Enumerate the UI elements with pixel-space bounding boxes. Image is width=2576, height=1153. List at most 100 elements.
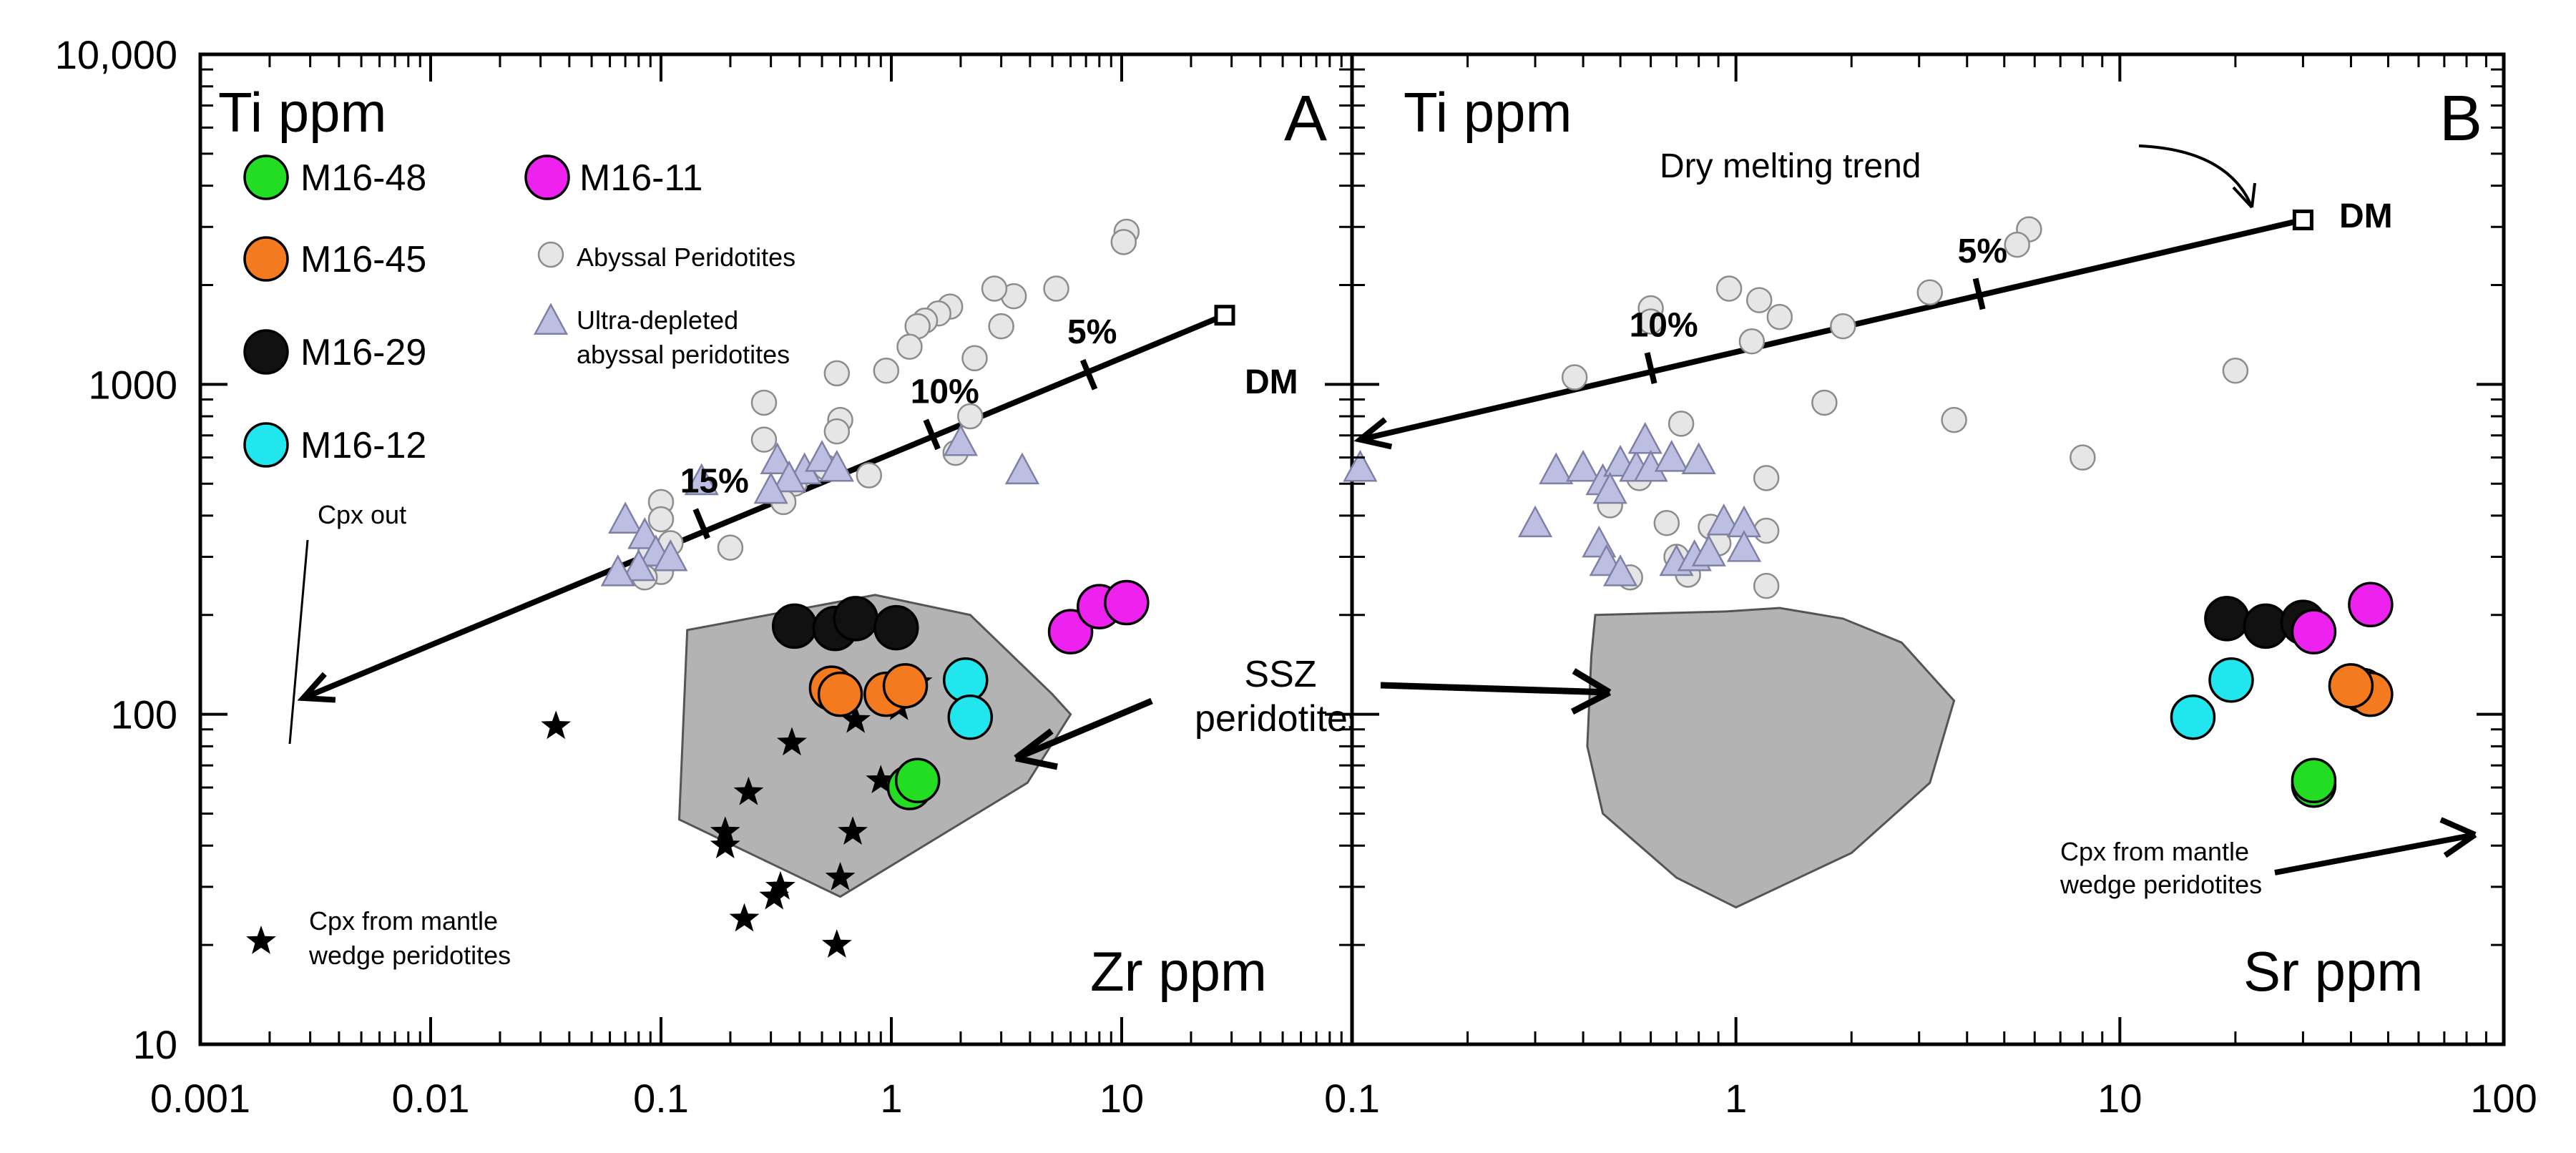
dry-trend-pointer-head: [2232, 182, 2256, 209]
panel-b-point-abyssal: [1830, 313, 1856, 340]
legend-label-M16-11: M16-11: [579, 157, 702, 199]
panel-b-point-abyssal: [1745, 287, 1773, 313]
panel-b-point-abyssal: [2004, 231, 2030, 258]
panel-b-point-abyssal: [1766, 303, 1793, 330]
annotation-arrows: [288, 144, 2477, 875]
panel-b-point-abyssal: [1811, 389, 1838, 416]
legend: M16-48 M16-11 M16-45 Abyssal Peridotites M16…: [243, 154, 795, 970]
panel-a-melting-trend-arrowhead: [297, 672, 336, 703]
panel-b: Ti ppm B Sr ppm DM Dry melting trend Cpx…: [1343, 52, 2506, 1046]
panel-a-point-abyssal: [873, 357, 900, 384]
panel-a-point-star: [710, 830, 740, 858]
panel-a-melt-label: 15%: [680, 462, 749, 500]
panel-a-point-M16-48: [894, 757, 941, 803]
panel-a-point-ultra: [760, 442, 795, 474]
legend-label-star: Cpx from mantle: [309, 906, 498, 936]
panel-b-xlabel: Sr ppm: [2243, 940, 2423, 1003]
panel-a-point-abyssal: [981, 275, 1008, 302]
panel-a-dm-label: DM: [1245, 363, 1298, 401]
panel-a-ylabel: Ti ppm: [218, 81, 387, 144]
panel-a-point-star: [866, 765, 896, 793]
panel-b-melt-label: 5%: [1958, 232, 2007, 270]
panel-b-x-tick-label: 0.1: [1324, 1076, 1380, 1121]
panel-a-point-abyssal: [856, 462, 883, 489]
legend-label-star: wedge peridotites: [308, 941, 511, 970]
panel-a-point-ultra: [943, 423, 979, 456]
panel-a-point-ultra: [653, 539, 688, 571]
panel-a-point-star: [777, 727, 807, 756]
panel-a-melt-label: 10%: [911, 373, 979, 411]
panel-a-point-M16-29: [833, 596, 878, 642]
legend-label-M16-12: M16-12: [300, 425, 426, 466]
ssz-label-line2: peridotites: [1195, 698, 1366, 740]
panel-a-point-ultra: [819, 449, 854, 482]
ssz-arrow-to-b: [1380, 682, 1610, 696]
panel-a-point-abyssal: [1110, 229, 1137, 255]
panel-a-point-star: [733, 776, 764, 805]
legend-label-ultra: Ultra-depleted: [577, 305, 738, 335]
panel-b-dm-marker: [2292, 209, 2313, 230]
panel-a-point-ultra: [753, 471, 788, 504]
dry-melting-trend-label: Dry melting trend: [1660, 147, 1921, 185]
panel-a-x-tick-label: 10: [1100, 1076, 1144, 1121]
legend-marker-M16-12: [243, 422, 289, 468]
legend-marker-M16-45: [243, 236, 289, 282]
panel-a-point-abyssal: [1043, 275, 1069, 302]
legend-label-M16-29: M16-29: [300, 332, 426, 373]
panel-a-point-M16-29: [771, 603, 818, 649]
panel-a-frame: [198, 52, 1354, 1046]
dry-trend-pointer: [2138, 144, 2253, 208]
legend-marker-M16-29: [243, 329, 289, 375]
legend-label-abyssal: Abyssal Peridotites: [577, 242, 795, 272]
panel-b-point-ultra: [1517, 505, 1553, 538]
panel-b-ssz-field: [1586, 607, 1956, 909]
ssz-label-line1: SSZ: [1244, 654, 1316, 695]
legend-marker-abyssal: [537, 241, 564, 268]
panel-a-point-abyssal: [647, 506, 675, 533]
panel-b-letter: B: [2439, 83, 2482, 154]
panel-a-point-M16-12: [947, 694, 994, 740]
y-tick-label: 1000: [88, 362, 177, 407]
panel-a-point-ultra: [772, 460, 807, 493]
cpx-mantle-label-line2: wedge peridotites: [2060, 870, 2262, 899]
panel-a-letter: A: [1284, 83, 1327, 154]
legend-marker-star: [246, 926, 276, 954]
panel-b-x-tick-label: 1: [1725, 1076, 1747, 1121]
panel-b-point-abyssal: [1753, 572, 1780, 599]
panel-a-point-abyssal: [717, 534, 744, 561]
panel-b-frame: [1350, 52, 2506, 1046]
panel-a-point-abyssal: [823, 360, 851, 387]
panel-b-point-M16-45: [2328, 663, 2374, 709]
panel-b-point-M16-11: [2348, 582, 2394, 628]
panel-a-point-star: [838, 816, 868, 845]
panel-b-point-ultra: [1603, 554, 1638, 587]
ssz-arrow-to-b-head: [1570, 668, 1612, 715]
panel-a: Ti ppm A Zr ppm DM Cpx out SSZ peridotit…: [198, 52, 1366, 1046]
cpx-mantle-label-line1: Cpx from mantle: [2060, 837, 2249, 866]
panel-a-dm-marker: [1214, 305, 1235, 326]
panel-a-point-ultra: [621, 549, 656, 582]
panel-a-melt-tick: [923, 418, 941, 451]
cpx-out-pointer: [288, 539, 309, 745]
panel-a-point-M16-11: [1047, 609, 1094, 654]
legend-marker-M16-48: [243, 154, 289, 200]
panel-a-point-abyssal: [988, 313, 1014, 340]
panel-a-point-abyssal: [823, 418, 851, 445]
panel-b-melt-tick: [1644, 352, 1657, 384]
panel-b-point-ultra: [1627, 421, 1662, 454]
panel-b-point-abyssal: [1561, 364, 1588, 391]
panel-a-point-abyssal: [750, 389, 778, 416]
panel-b-point-abyssal: [1653, 509, 1680, 536]
panel-a-point-star: [825, 862, 856, 890]
panel-a-x-tick-label: 0.001: [150, 1076, 250, 1121]
panel-b-x-tick-label: 10: [2097, 1076, 2142, 1121]
panel-a-melt-tick: [1079, 358, 1098, 391]
panel-b-ylabel: Ti ppm: [1404, 81, 1572, 144]
panel-b-melt-label: 10%: [1630, 307, 1698, 345]
panel-b-point-abyssal: [2222, 357, 2249, 384]
panel-b-melt-tick: [1972, 278, 1986, 310]
y-tick-label: 100: [111, 692, 177, 737]
panel-b-point-ultra: [1654, 440, 1689, 472]
panel-a-x-tick-label: 1: [880, 1076, 902, 1121]
panel-b-point-M16-29: [2204, 596, 2250, 642]
